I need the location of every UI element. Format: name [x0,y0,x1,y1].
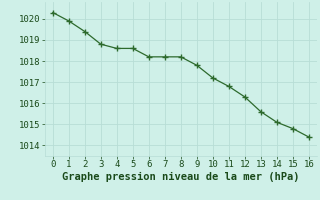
X-axis label: Graphe pression niveau de la mer (hPa): Graphe pression niveau de la mer (hPa) [62,172,300,182]
